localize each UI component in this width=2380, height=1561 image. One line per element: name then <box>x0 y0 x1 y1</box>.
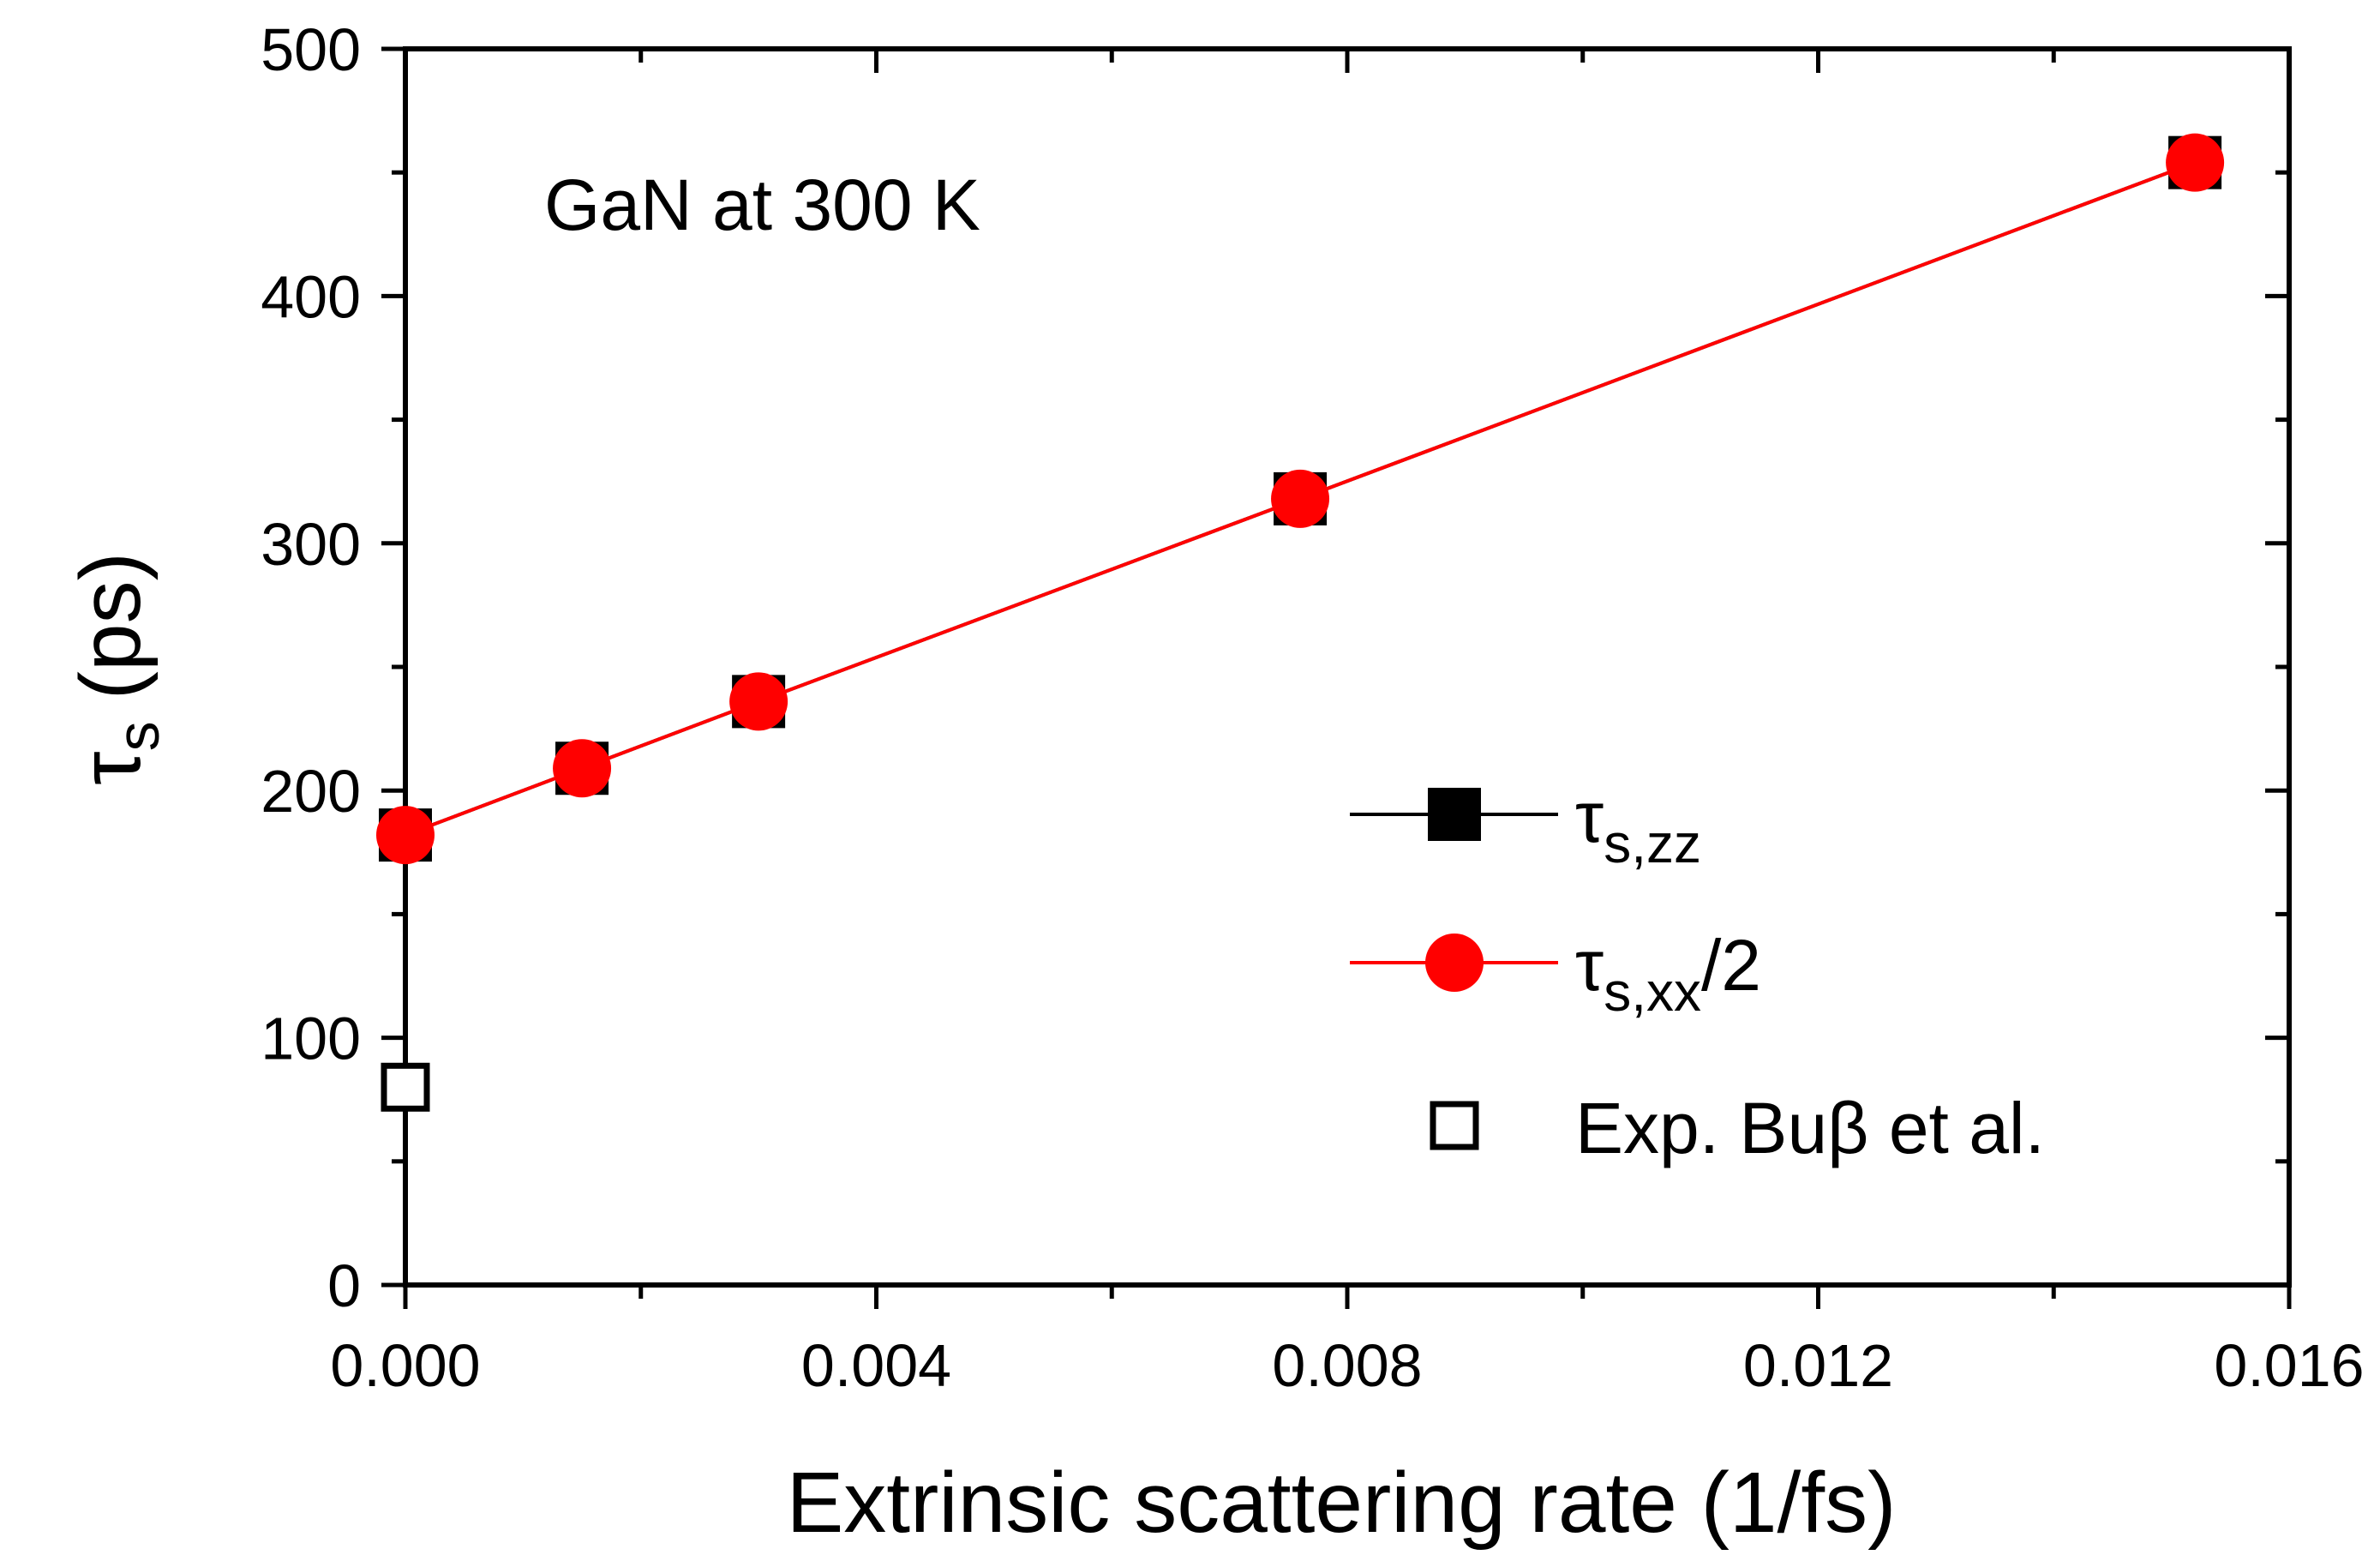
legend-label-subscript: s,xx <box>1604 961 1701 1023</box>
legend-label: τs,xx/2 <box>1575 925 1761 1023</box>
data-point <box>729 672 788 731</box>
y-tick-label: 300 <box>261 511 361 578</box>
y-tick-label: 0 <box>327 1252 361 1319</box>
series-layer <box>376 133 2225 1112</box>
y-tick-label: 100 <box>261 1006 361 1072</box>
legend-marker <box>1425 934 1484 992</box>
legend-label-suffix: /2 <box>1701 925 1761 1006</box>
series <box>376 133 2225 865</box>
y-axis-title: τs (ps) <box>63 552 171 785</box>
y-tick-label: 500 <box>261 16 361 83</box>
legend-label: τs,zz <box>1575 777 1701 874</box>
legend-marker <box>1428 788 1481 841</box>
chart-annotation: GaN at 300 K <box>544 165 980 245</box>
legend-label: Exp. Buβ et al. <box>1575 1088 2045 1168</box>
x-axis-title: Extrinsic scattering rate (1/fs) <box>787 1455 1897 1551</box>
x-tick-label: 0.012 <box>1743 1332 1893 1399</box>
legend-label-subscript: s,zz <box>1604 813 1701 874</box>
data-point <box>381 1062 430 1112</box>
data-point <box>553 739 612 798</box>
data-point <box>376 806 435 865</box>
y-axis-unit: (ps) <box>63 552 159 699</box>
legend-label-base: τ <box>1575 777 1604 857</box>
legend-label-base: Exp. Buβ et al. <box>1575 1088 2045 1168</box>
y-axis-symbol: τ <box>63 751 159 785</box>
data-point <box>1271 469 1330 528</box>
y-tick-label: 200 <box>261 758 361 825</box>
legend-label-base: τ <box>1575 925 1604 1006</box>
x-tick-label: 0.016 <box>2214 1332 2364 1399</box>
x-tick-label: 0.004 <box>801 1332 951 1399</box>
x-tick-label: 0.000 <box>330 1332 480 1399</box>
y-tick-label: 400 <box>261 263 361 330</box>
y-axis-subscript: s <box>105 721 171 751</box>
axes: 0.000 0.004 0.008 0.012 0.016 0 100 200 300 400 50… <box>261 16 2364 1399</box>
series <box>381 1062 430 1112</box>
x-tick-label: 0.008 <box>1272 1332 1422 1399</box>
legend-marker <box>1430 1101 1479 1150</box>
data-point <box>2166 133 2225 192</box>
